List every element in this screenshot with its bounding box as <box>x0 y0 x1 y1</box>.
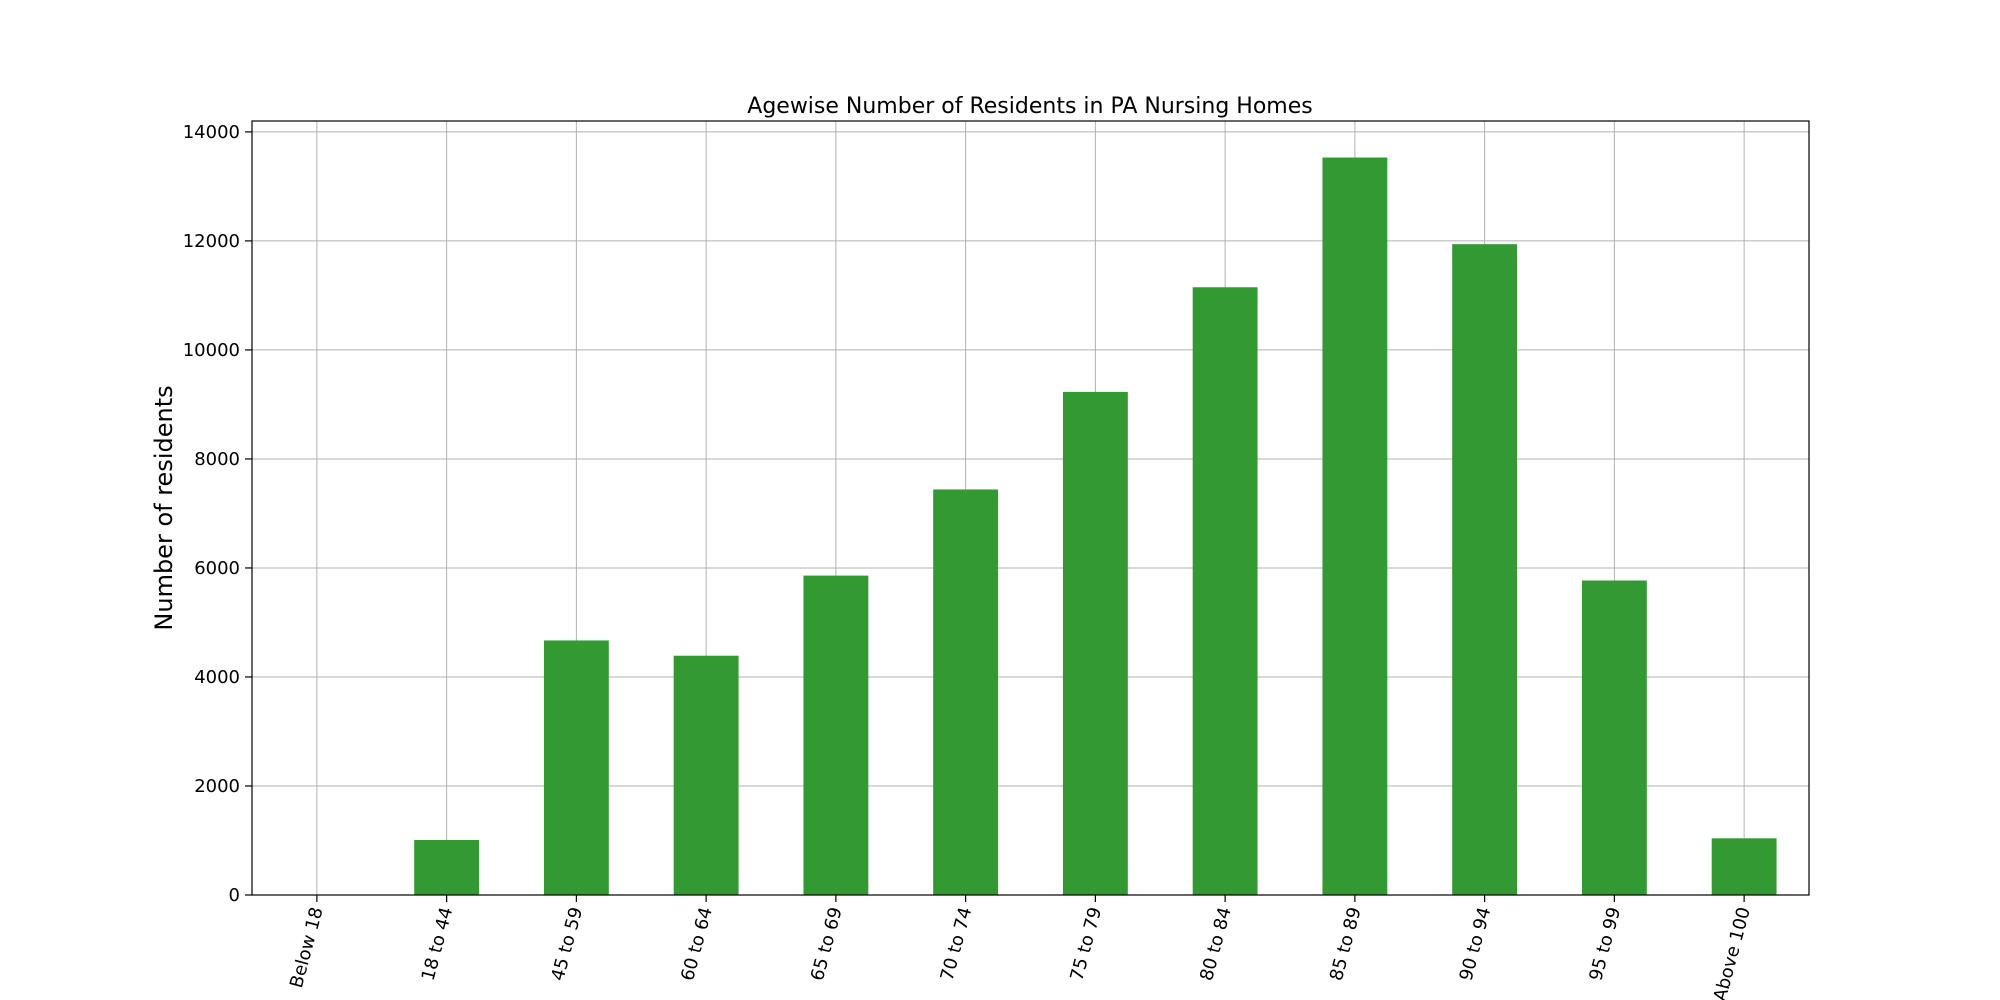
x-tick-label: 65 to 69 <box>807 905 847 983</box>
bar <box>1452 244 1518 895</box>
x-tick-label: 75 to 79 <box>1066 905 1106 983</box>
bars-layer <box>284 157 1777 896</box>
x-tick-label: 95 to 99 <box>1585 905 1625 983</box>
x-tick-label: 60 to 64 <box>677 905 717 983</box>
grid-layer <box>252 121 1809 896</box>
bar <box>543 640 609 895</box>
x-tick-label: 70 to 74 <box>937 905 977 983</box>
x-tick-label: 85 to 89 <box>1326 905 1366 983</box>
plot-area-frame <box>251 120 1810 896</box>
bar <box>803 575 869 895</box>
x-tick-label: 18 to 44 <box>418 905 458 983</box>
y-tick-label: 6000 <box>194 558 240 579</box>
bar <box>414 839 480 895</box>
bar <box>1192 287 1258 896</box>
bar <box>1322 157 1388 895</box>
y-tick-label: 14000 <box>183 122 240 143</box>
x-tick-label: 90 to 94 <box>1456 905 1496 983</box>
bar <box>1581 580 1647 895</box>
x-tick-label: Below 18 <box>286 905 328 990</box>
x-tick-label: 45 to 59 <box>547 905 587 983</box>
x-tick-label: 80 to 84 <box>1196 905 1236 983</box>
bar <box>933 489 999 895</box>
chart-title: Agewise Number of Residents in PA Nursin… <box>747 94 1312 119</box>
bar <box>1711 838 1777 895</box>
bar <box>1062 391 1128 895</box>
bar <box>673 655 739 895</box>
x-tick-label: Above 100 <box>1710 905 1755 1000</box>
y-tick-label: 8000 <box>194 449 240 470</box>
y-tick-label: 12000 <box>183 231 240 252</box>
y-tick-label: 10000 <box>183 340 240 361</box>
y-tick-label: 4000 <box>194 667 240 688</box>
y-tick-label: 0 <box>229 885 240 906</box>
y-tick-label: 2000 <box>194 776 240 797</box>
y-axis-label: Number of residents <box>150 385 178 630</box>
